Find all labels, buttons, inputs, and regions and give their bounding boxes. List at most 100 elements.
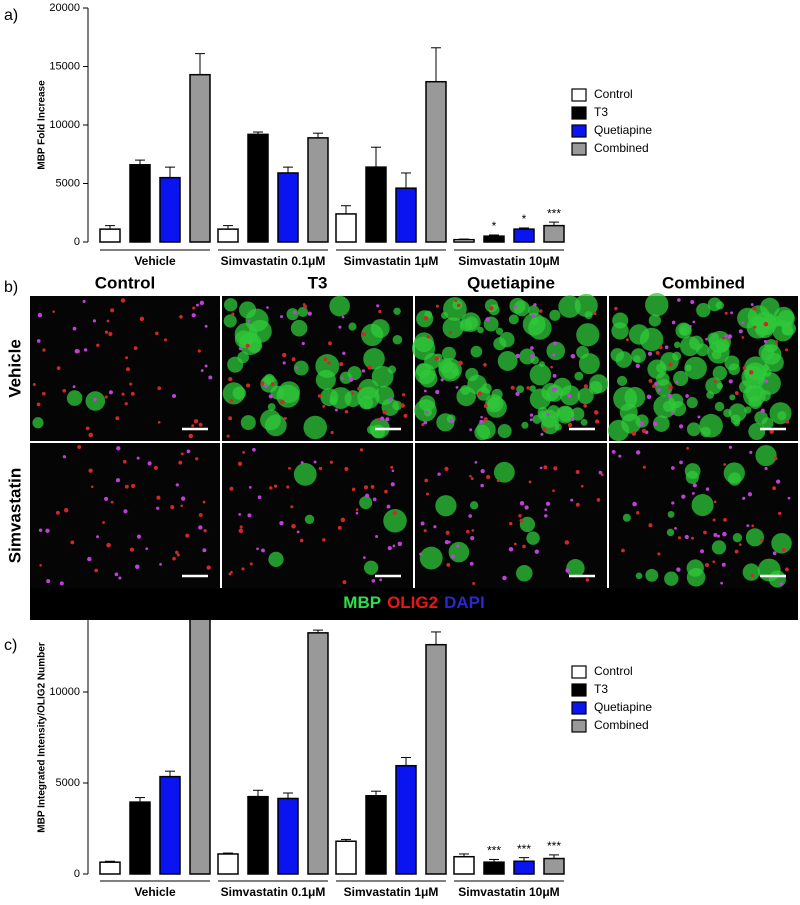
nucleus	[361, 369, 366, 373]
nucleus	[508, 521, 513, 526]
stain-legend-bg	[30, 588, 798, 620]
nucleus	[191, 313, 196, 318]
row-header: Vehicle	[5, 339, 24, 398]
micrograph	[609, 443, 798, 588]
nucleus	[125, 367, 130, 372]
nucleus	[364, 493, 370, 498]
bar	[513, 228, 535, 243]
nucleus	[108, 331, 113, 337]
micrograph	[411, 293, 609, 441]
nucleus	[639, 420, 644, 426]
mbp-signal	[293, 463, 317, 486]
mbp-signal	[742, 563, 760, 581]
nucleus	[668, 385, 673, 390]
mbp-signal	[224, 298, 238, 312]
nucleus	[667, 393, 672, 398]
mbp-signal	[611, 322, 629, 340]
mbp-signal	[344, 390, 362, 408]
legend-swatch	[571, 88, 587, 102]
nucleus	[176, 553, 180, 557]
nucleus	[200, 369, 204, 373]
nucleus	[318, 466, 323, 471]
nucleus	[738, 329, 743, 334]
mbp-signal	[516, 564, 533, 582]
nucleus	[681, 494, 686, 499]
nucleus	[544, 514, 548, 518]
nucleus	[433, 525, 437, 529]
nucleus	[489, 306, 494, 311]
mbp-signal	[441, 346, 456, 361]
mbp-signal	[686, 559, 704, 577]
nucleus	[269, 486, 273, 490]
mbp-signal	[240, 415, 256, 431]
nucleus	[322, 538, 326, 542]
mbp-signal	[584, 311, 593, 320]
nucleus	[641, 428, 647, 434]
bar	[365, 794, 387, 875]
mbp-signal	[370, 319, 390, 339]
nucleus	[70, 540, 75, 545]
nucleus	[518, 514, 522, 518]
stain-name: MBP	[343, 593, 381, 612]
nucleus	[774, 340, 779, 344]
mbp-signal	[691, 494, 714, 517]
nucleus	[96, 535, 100, 539]
nucleus	[434, 356, 440, 361]
nucleus	[229, 486, 234, 491]
nucleus	[519, 501, 525, 506]
nucleus	[648, 378, 653, 383]
nucleus	[159, 562, 162, 566]
nucleus	[351, 392, 354, 395]
nucleus	[72, 385, 76, 389]
nucleus	[59, 581, 64, 586]
nucleus	[88, 468, 93, 473]
nucleus	[136, 456, 140, 460]
nucleus	[249, 562, 253, 566]
mbp-signal	[624, 386, 646, 408]
nucleus	[37, 312, 43, 318]
nucleus	[446, 563, 451, 567]
nucleus	[186, 449, 191, 454]
mbp-signal	[655, 379, 673, 397]
mbp-signal	[574, 371, 584, 381]
nucleus	[280, 315, 284, 319]
nucleus	[570, 417, 575, 422]
nucleus	[600, 473, 604, 477]
nucleus	[657, 388, 661, 392]
nucleus	[530, 346, 534, 350]
nucleus	[472, 581, 476, 586]
bar	[217, 228, 239, 243]
mbp-signal	[712, 365, 728, 381]
nucleus	[340, 517, 346, 523]
mbp-signal	[411, 336, 436, 360]
nucleus	[202, 500, 206, 504]
nucleus	[508, 547, 514, 552]
nucleus	[668, 362, 673, 367]
mbp-signal	[741, 365, 766, 390]
mbp-signal	[732, 533, 743, 543]
nucleus	[291, 357, 296, 362]
nucleus	[704, 562, 709, 568]
nucleus	[469, 561, 474, 566]
nucleus	[348, 377, 354, 382]
mbp-signal	[608, 419, 630, 442]
micrograph	[608, 293, 798, 442]
nucleus	[598, 470, 603, 475]
nucleus	[752, 306, 757, 311]
bar	[425, 80, 447, 243]
nucleus	[670, 411, 674, 415]
bar	[277, 797, 299, 875]
nucleus	[102, 521, 105, 524]
nucleus	[658, 345, 663, 350]
nucleus	[717, 534, 720, 538]
mbp-signal	[260, 375, 278, 393]
mbp-signal	[370, 424, 385, 439]
mbp-signal	[685, 470, 699, 484]
panel-label: a)	[4, 7, 18, 24]
nucleus	[734, 549, 739, 554]
nucleus	[193, 419, 199, 424]
nucleus	[449, 418, 454, 423]
nucleus	[85, 426, 90, 431]
mbp-signal	[674, 341, 681, 349]
mbp-signal	[666, 528, 675, 537]
